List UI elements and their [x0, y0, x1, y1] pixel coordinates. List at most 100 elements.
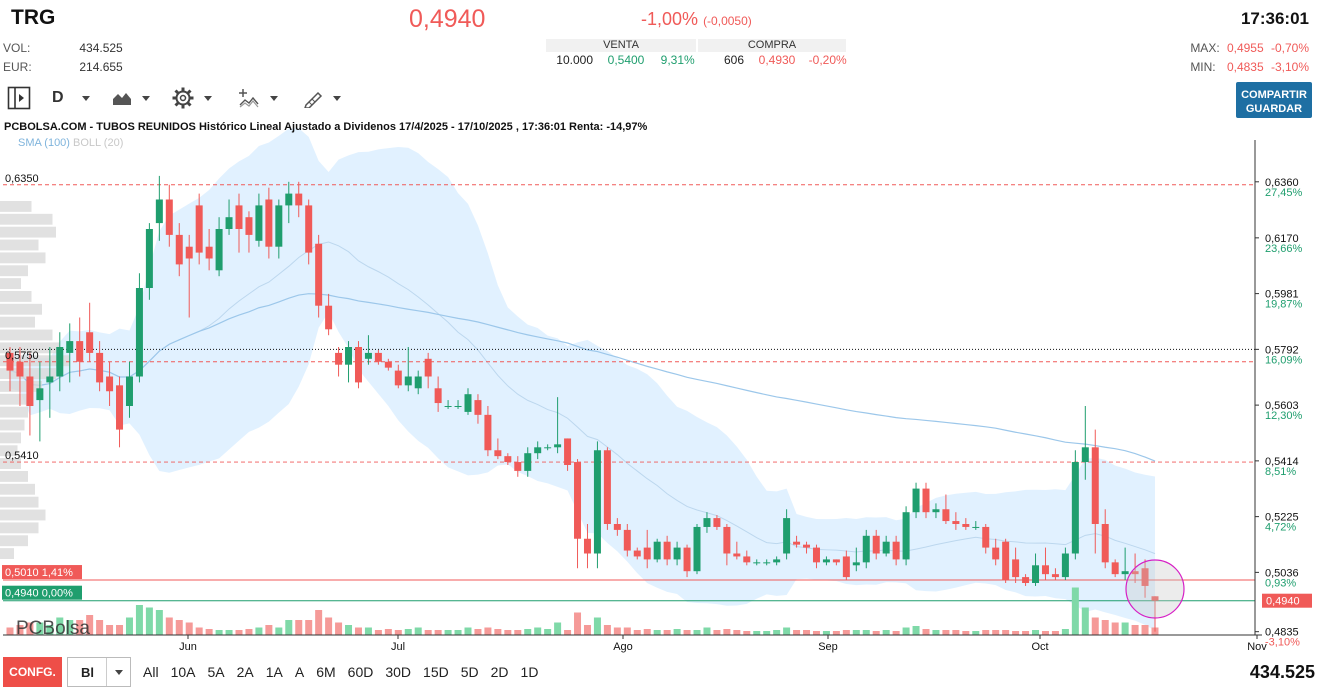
volume-bar	[464, 627, 472, 635]
scale-select[interactable]: Bl	[67, 657, 131, 687]
volume-bar	[135, 605, 143, 635]
volume-bar	[633, 630, 641, 635]
volume-bar	[384, 629, 392, 635]
indicators-selector[interactable]	[238, 84, 278, 112]
candle-body	[6, 352, 14, 371]
sma-line	[9, 293, 1156, 462]
volume-bar	[653, 630, 661, 635]
y-tick-percent: 8,51%	[1265, 466, 1296, 478]
volume-bar	[1022, 631, 1030, 635]
candle-body	[76, 341, 84, 362]
candle-body	[66, 341, 74, 353]
volume-profile-bar	[0, 368, 56, 379]
volume-profile-bar	[0, 483, 35, 495]
volume-profile-bar	[0, 252, 46, 264]
volume-bar	[992, 630, 1000, 635]
volume-bar	[56, 617, 64, 635]
candle-body	[962, 524, 970, 527]
volume-bar	[155, 610, 163, 635]
range-button-5a[interactable]: 5A	[202, 657, 230, 687]
range-button-a[interactable]: A	[289, 657, 310, 687]
range-button-30d[interactable]: 30D	[380, 657, 417, 687]
candle-body	[275, 205, 283, 247]
volume-bar	[912, 626, 920, 635]
range-button-6m[interactable]: 6M	[311, 657, 341, 687]
settings-selector[interactable]	[172, 84, 212, 112]
period-value: D	[52, 89, 64, 106]
range-button-1d[interactable]: 1D	[515, 657, 544, 687]
volume-bar	[1121, 622, 1129, 635]
volume-bar	[882, 630, 890, 635]
candle-body	[942, 509, 950, 522]
volume-bar	[743, 631, 751, 635]
y-tick-percent: 27,45%	[1265, 187, 1303, 199]
share-save-button[interactable]: COMPARTIR GUARDAR	[1236, 82, 1312, 118]
candle-body	[932, 509, 940, 513]
candle-body	[922, 488, 930, 513]
volume-bar	[116, 625, 124, 635]
price-change: -1,00% (-0,0050)	[641, 9, 752, 30]
volume-bar	[305, 620, 313, 635]
volume-bar	[66, 620, 74, 635]
range-button-1a[interactable]: 1A	[260, 657, 288, 687]
candle-body	[593, 450, 601, 554]
last-price-tag-bg	[1262, 593, 1312, 608]
period-selector[interactable]: D	[52, 84, 90, 112]
config-button[interactable]: CONFG.	[3, 657, 62, 687]
legend-boll: BOLL (20)	[73, 137, 124, 149]
y-tick-label: 0,6170	[1265, 233, 1299, 245]
range-button-2d[interactable]: 2D	[485, 657, 514, 687]
volume-bar	[603, 625, 611, 635]
volume-bar	[255, 627, 263, 635]
candle-body	[1111, 562, 1119, 575]
candle-body	[295, 193, 303, 206]
volume-bar	[434, 630, 442, 635]
range-button-10a[interactable]: 10A	[165, 657, 201, 687]
candle-body	[1061, 553, 1069, 578]
y-tick-percent: -3,10%	[1265, 637, 1300, 649]
y-tick-label: 0,5225	[1265, 512, 1299, 524]
volume-bar	[763, 631, 771, 635]
candle-body	[613, 524, 621, 530]
candle-body	[812, 547, 820, 563]
candle-body	[265, 199, 273, 247]
volume-bar	[942, 630, 950, 635]
volume-bar	[145, 607, 153, 635]
range-button-5d[interactable]: 5D	[455, 657, 484, 687]
volume-bar	[106, 625, 114, 635]
range-button-15d[interactable]: 15D	[418, 657, 454, 687]
candle-body	[554, 444, 562, 448]
volume-bar	[892, 631, 900, 635]
left-level-label: 0,5750	[5, 350, 39, 362]
chart-type-selector[interactable]	[112, 84, 150, 112]
bottom-bar: CONFG. Bl All 10A 5A 2A 1A A 6M 60D 30D 15D 5D 2D 1D…	[0, 656, 1327, 690]
chevron-down-icon	[333, 95, 341, 101]
y-tick-percent: 12,30%	[1265, 410, 1303, 422]
panel-toggle-button[interactable]	[7, 84, 31, 112]
volume-bar	[494, 629, 502, 635]
candle-body	[1131, 571, 1139, 575]
candle-body	[1071, 462, 1079, 554]
max-percent: -0,70%	[1270, 41, 1309, 55]
volume-bar	[404, 629, 412, 635]
candle-body	[46, 376, 54, 383]
y-tick-label: 0,5414	[1265, 456, 1299, 468]
volume-bar	[46, 625, 54, 635]
chevron-down-icon	[81, 95, 90, 101]
range-button-2a[interactable]: 2A	[231, 657, 259, 687]
candle-body	[1032, 565, 1040, 583]
drawing-tools-selector[interactable]	[303, 84, 341, 112]
candle-body	[583, 538, 591, 554]
volume-bar	[504, 630, 512, 635]
candle-body	[434, 388, 442, 404]
volume-bar	[285, 620, 293, 635]
range-button-all[interactable]: All	[138, 657, 164, 687]
candle-body	[623, 529, 631, 551]
change-absolute: (-0,0050)	[703, 14, 752, 28]
range-button-60d[interactable]: 60D	[342, 657, 379, 687]
candle-body	[394, 370, 402, 386]
scale-dropdown[interactable]	[106, 658, 130, 686]
sell-header: VENTA	[546, 39, 696, 52]
candle-body	[1012, 559, 1020, 578]
